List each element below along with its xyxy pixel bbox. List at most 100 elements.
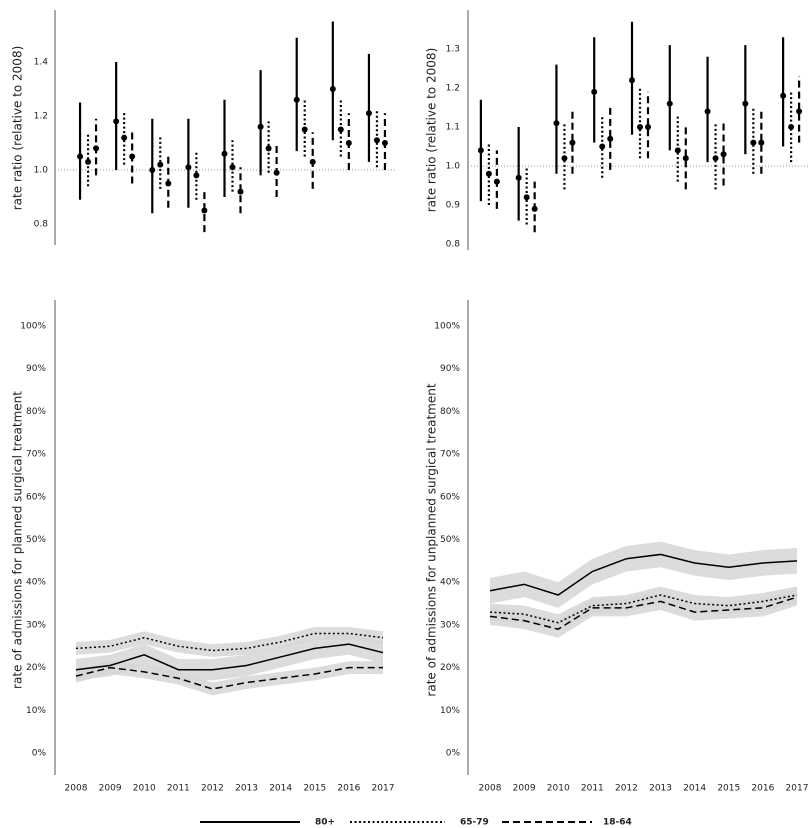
point-estimate [293, 96, 300, 103]
point-estimate [373, 137, 380, 144]
y-tick-label: 60% [440, 492, 460, 502]
x-tick-label: 2017 [372, 784, 395, 794]
point-estimate [157, 161, 164, 168]
y-tick-label: 0.8 [446, 240, 461, 250]
point-estimate [85, 158, 92, 165]
point-estimate [720, 151, 727, 158]
point-estimate [704, 108, 711, 115]
point-estimate [569, 139, 576, 146]
point-estimate [149, 167, 156, 173]
x-tick-label: 2011 [581, 784, 604, 794]
y-tick-label: 0% [446, 749, 461, 759]
y-tick-label: 10% [26, 706, 46, 716]
point-estimate [712, 155, 719, 162]
point-estimate [301, 126, 308, 133]
point-estimate [93, 145, 100, 152]
y-tick-label: 1.1 [446, 123, 460, 133]
point-estimate [129, 153, 136, 160]
point-estimate [758, 139, 765, 146]
y-axis-title: rate ratio (relative to 2008) [11, 46, 25, 211]
point-estimate [257, 123, 264, 130]
point-estimate [381, 140, 388, 146]
x-tick-label: 2008 [65, 784, 88, 794]
confidence-band [490, 541, 797, 608]
x-tick-label: 2016 [337, 784, 360, 794]
point-estimate [337, 126, 344, 133]
legend-label: 65-79 [460, 818, 489, 828]
y-tick-label: 1.3 [446, 45, 460, 55]
x-tick-label: 2010 [133, 784, 156, 794]
y-tick-label: 50% [440, 535, 460, 545]
point-estimate [221, 150, 228, 157]
x-tick-label: 2015 [303, 784, 326, 794]
point-estimate [77, 153, 84, 160]
y-tick-label: 30% [26, 620, 46, 630]
series-line [489, 594, 798, 624]
y-tick-label: 50% [26, 535, 46, 545]
y-axis-title: rate of admissions for unplanned surgica… [425, 383, 439, 696]
point-estimate [523, 194, 530, 201]
x-tick-label: 2011 [167, 784, 190, 794]
series-line [489, 596, 798, 630]
y-tick-label: 80% [440, 407, 460, 417]
point-estimate [666, 100, 673, 107]
y-tick-label: 0.8 [34, 220, 49, 230]
x-tick-label: 2009 [99, 784, 122, 794]
series-line [75, 643, 384, 671]
confidence-band [76, 661, 383, 696]
point-estimate [477, 147, 484, 154]
x-tick-label: 2014 [269, 784, 292, 794]
series-line [489, 553, 798, 596]
y-axis-title: rate ratio (relative to 2008) [425, 48, 439, 213]
point-estimate [531, 205, 538, 212]
point-estimate [113, 118, 120, 125]
y-tick-label: 10% [440, 706, 460, 716]
point-estimate [788, 124, 795, 130]
y-tick-label: 90% [440, 364, 460, 374]
point-estimate [193, 172, 200, 179]
point-estimate [780, 92, 787, 99]
confidence-band [490, 588, 797, 638]
y-tick-label: 60% [26, 492, 46, 502]
point-estimate [796, 108, 803, 115]
point-estimate [515, 174, 522, 181]
point-estimate [229, 164, 236, 171]
series-line [75, 666, 383, 690]
y-axis-title: rate of admissions for planned surgical … [11, 391, 25, 689]
point-estimate [645, 124, 651, 130]
y-tick-label: 90% [26, 364, 46, 374]
y-tick-label: 40% [440, 578, 460, 588]
point-estimate [201, 207, 208, 214]
y-tick-label: 1.2 [446, 84, 460, 94]
point-estimate [365, 110, 372, 117]
point-estimate [599, 143, 606, 150]
x-tick-label: 2012 [615, 784, 638, 794]
point-estimate [345, 140, 352, 146]
point-estimate [591, 88, 598, 95]
y-tick-label: 1.4 [34, 58, 49, 68]
confidence-band [76, 627, 383, 657]
y-tick-label: 20% [440, 663, 460, 673]
x-tick-label: 2010 [547, 784, 570, 794]
point-estimate [674, 147, 681, 154]
point-estimate [309, 158, 316, 165]
x-tick-label: 2017 [786, 784, 809, 794]
point-estimate [273, 169, 280, 176]
y-tick-label: 30% [440, 620, 460, 630]
x-tick-label: 2013 [649, 784, 672, 794]
point-estimate [185, 164, 192, 171]
point-estimate [682, 155, 689, 162]
point-estimate [493, 178, 500, 185]
legend-label: 18-64 [603, 818, 632, 828]
point-estimate [265, 145, 272, 152]
legend-label: 80+ [315, 818, 335, 828]
y-tick-label: 0% [32, 749, 47, 759]
point-estimate [607, 135, 614, 142]
x-tick-label: 2009 [513, 784, 536, 794]
x-tick-label: 2008 [479, 784, 502, 794]
point-estimate [553, 120, 560, 127]
point-estimate [165, 180, 172, 187]
point-estimate [485, 170, 492, 177]
point-estimate [750, 139, 757, 146]
